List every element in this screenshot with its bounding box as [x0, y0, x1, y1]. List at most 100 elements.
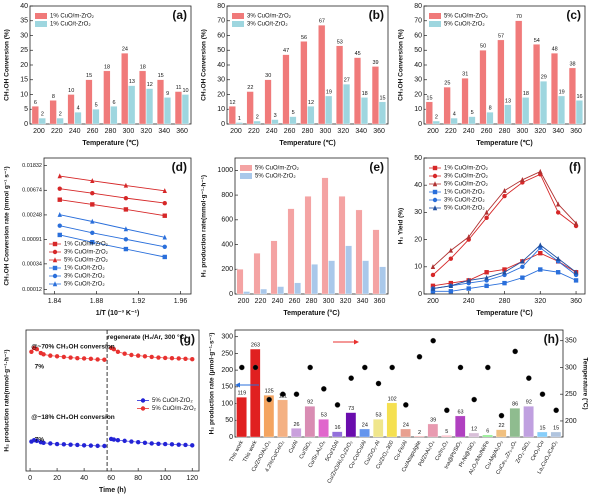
bar	[509, 408, 521, 438]
data-label: 15	[379, 95, 385, 101]
marker	[122, 438, 127, 444]
marker	[90, 178, 95, 184]
temperature-dot	[375, 380, 382, 387]
bar	[67, 94, 75, 125]
x-tick-label: 300	[320, 128, 332, 135]
marker	[52, 273, 58, 279]
annotation: @~70% CH₃OH conversion	[31, 344, 115, 351]
marker	[432, 189, 438, 195]
x-tick-label: 120	[186, 475, 198, 482]
marker	[68, 442, 73, 447]
marker	[142, 354, 148, 359]
x-tick-label: 280	[499, 128, 511, 135]
legend-label: 1% CuO/m-ZrO₂	[50, 14, 95, 20]
marker	[57, 232, 62, 238]
bar	[441, 435, 452, 438]
y-tick-label: 40	[414, 182, 422, 189]
y2-axis-label: Temperature (°C)	[581, 357, 589, 409]
bar	[291, 428, 302, 438]
marker	[88, 443, 94, 448]
data-label: 38	[570, 61, 576, 67]
y-tick-label: 70	[414, 18, 422, 25]
bar	[336, 45, 344, 125]
marker	[48, 441, 53, 446]
temperature-dot	[526, 375, 532, 381]
bar	[164, 97, 171, 125]
y-tick-label: 0	[418, 121, 422, 128]
bar	[270, 240, 278, 295]
legend-label: 5% CuO/t-ZrO₂	[444, 206, 485, 212]
bar	[497, 39, 505, 125]
legend-label: 5% CuO/m-ZrO₂	[444, 182, 489, 188]
marker	[502, 193, 507, 199]
y-tick-label: 30	[217, 77, 225, 84]
x-tick-label: 60	[107, 475, 115, 482]
plot-frame	[25, 329, 200, 472]
data-label: 73	[348, 406, 354, 412]
marker	[520, 264, 525, 269]
data-label: 53	[375, 413, 381, 419]
bar	[432, 120, 440, 125]
x-tick-label: 240	[272, 298, 284, 305]
data-label: 15	[158, 73, 164, 79]
y-tick-label: 25	[20, 47, 28, 54]
x-tick-label: 200	[230, 128, 242, 135]
y-tick-label: 0.00248	[22, 212, 42, 218]
bar	[139, 70, 147, 125]
y-tick-label: 50	[225, 417, 233, 424]
marker	[484, 215, 489, 221]
y-axis-label: H₂ production rate (μmol·g⁻¹·s⁻¹)	[209, 333, 216, 435]
x-tick-label: 360	[176, 128, 188, 135]
y2-tick-label: 350	[565, 338, 577, 345]
marker	[34, 347, 40, 352]
temperature-dot	[307, 364, 313, 371]
panel-label: (g)	[180, 332, 195, 346]
marker	[502, 280, 507, 286]
temperature-dot	[553, 407, 559, 413]
marker	[163, 355, 168, 361]
data-label: 12	[229, 100, 235, 106]
y-tick-label: 0	[221, 121, 225, 128]
legend-label: 1% CuO/m-ZrO₂	[444, 166, 489, 172]
bar	[443, 86, 451, 125]
bar	[304, 196, 312, 295]
temperature-dot	[334, 402, 341, 408]
marker	[57, 212, 62, 217]
x-tick-label: 300	[517, 128, 529, 135]
marker	[176, 356, 181, 361]
bar	[236, 269, 244, 295]
y-tick-label: 0.00674	[22, 188, 42, 194]
y-tick-label: 30	[414, 209, 422, 216]
marker	[176, 442, 181, 447]
temperature-dot	[293, 391, 300, 397]
bar	[243, 291, 250, 295]
data-label: 2	[418, 430, 421, 436]
x-tick-label: 360	[373, 128, 385, 135]
bar	[468, 116, 476, 125]
x-tick-label: 300	[323, 298, 335, 305]
marker	[90, 218, 95, 224]
data-label: 9	[166, 91, 169, 97]
y-tick-label: 200	[221, 367, 233, 374]
bar	[328, 260, 335, 295]
bar	[289, 116, 297, 125]
y-tick-label: 150	[221, 384, 233, 391]
legend-swatch	[240, 165, 252, 171]
y-tick-label: 40	[414, 62, 422, 69]
x-axis-label: Temperature (℃)	[476, 139, 532, 147]
y-axis-label: CH₃OH Conversion (%)	[398, 29, 405, 101]
data-label: 15	[426, 95, 432, 101]
legend-label: 5% CuO/m-ZrO₂	[444, 14, 489, 20]
arrow-head	[235, 382, 240, 388]
marker	[169, 356, 175, 361]
y-axis-label: H₂ production rate(mmol·g⁻¹·h⁻¹)	[201, 175, 208, 277]
bar	[121, 53, 129, 125]
x-tick-label: 280	[302, 128, 314, 135]
bar	[325, 95, 333, 125]
x-tick-label: Cu/Al	[288, 440, 300, 455]
data-label: 22	[247, 85, 253, 91]
marker	[183, 442, 188, 448]
data-label: 125	[265, 389, 274, 395]
y-tick-label: 80	[217, 3, 225, 10]
temperature-dot	[444, 407, 450, 413]
